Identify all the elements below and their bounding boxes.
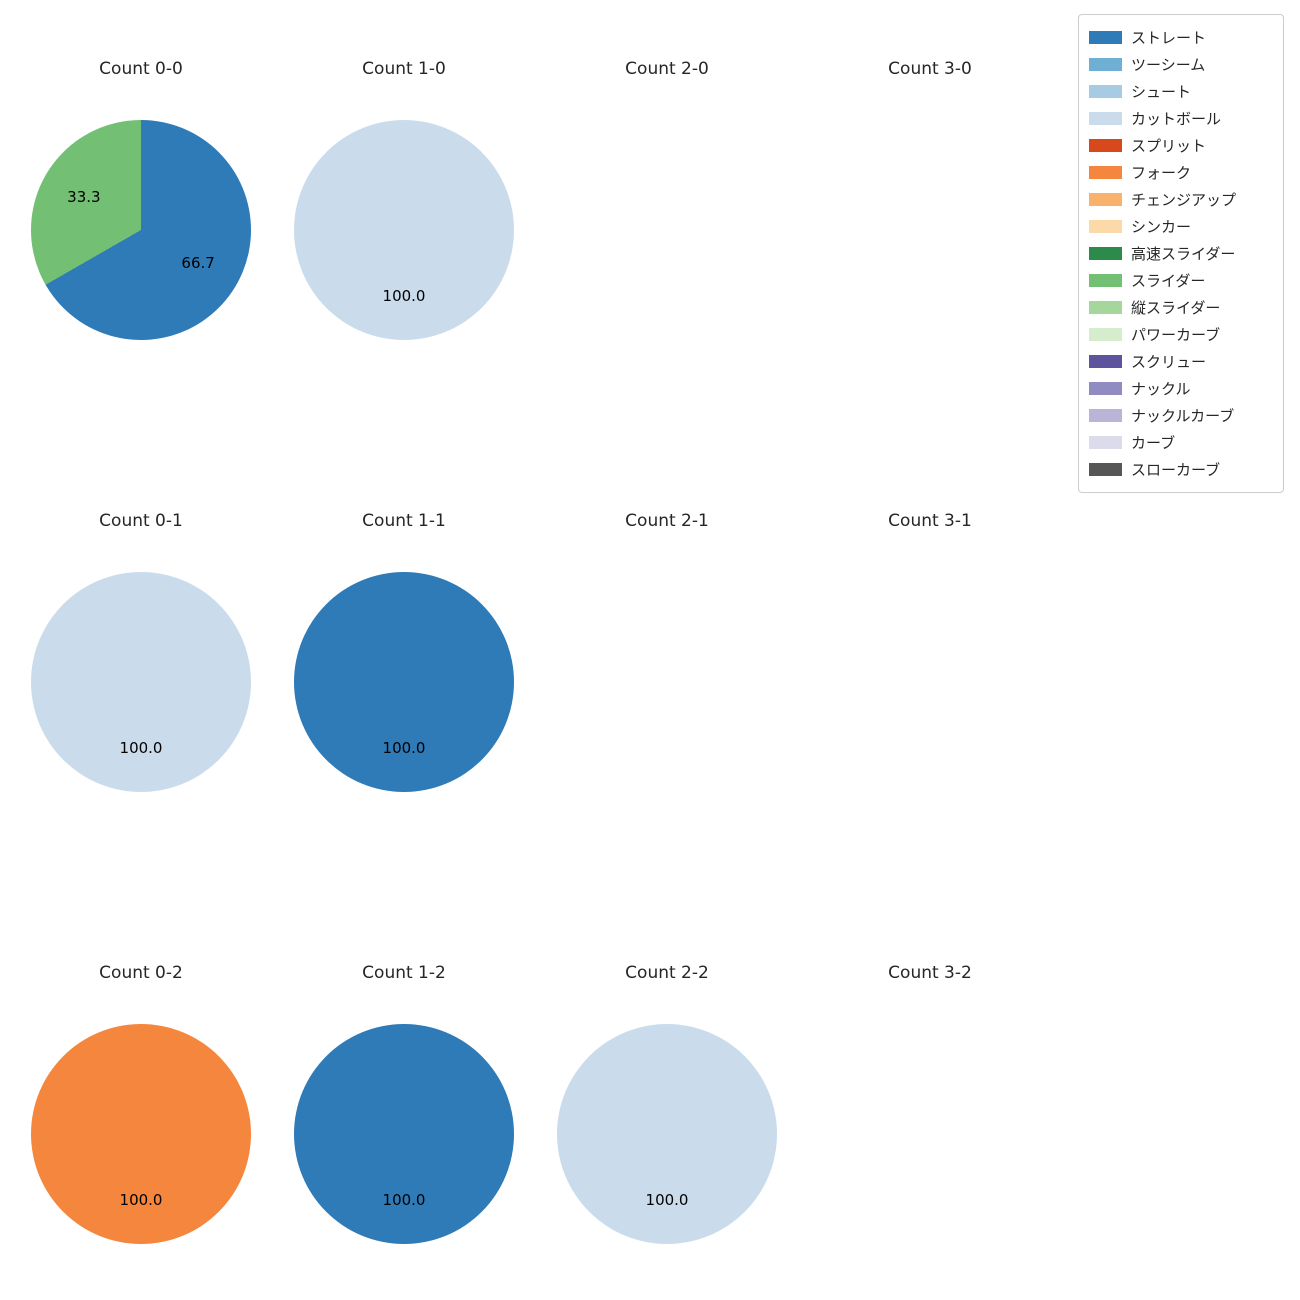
slice-value-label: 33.3	[67, 187, 101, 206]
chart-title: Count 0-0	[99, 59, 183, 79]
legend-color-swatch	[1089, 463, 1122, 476]
pie-cell-count-3-1: Count 3-1	[799, 507, 1061, 535]
slice-value-label: 100.0	[119, 739, 163, 757]
chart-title: Count 0-2	[99, 963, 183, 983]
pie-chart: 66.7 33.3	[31, 120, 251, 340]
legend-item: スライダー	[1089, 267, 1273, 294]
legend-item: チェンジアップ	[1089, 186, 1273, 213]
chart-title: Count 3-0	[888, 59, 972, 79]
pie-cell-count-2-1: Count 2-1	[536, 507, 798, 535]
chart-title: Count 1-1	[362, 511, 446, 531]
legend-item: シンカー	[1089, 213, 1273, 240]
legend-item: パワーカーブ	[1089, 321, 1273, 348]
legend-item: カットボール	[1089, 105, 1273, 132]
legend-label: カーブ	[1131, 434, 1176, 452]
legend-item: ツーシーム	[1089, 51, 1273, 78]
pie-chart: 100.0	[294, 572, 514, 792]
legend-item: ナックル	[1089, 375, 1273, 402]
legend-item: スクリュー	[1089, 348, 1273, 375]
legend-item: ストレート	[1089, 24, 1273, 51]
legend-color-swatch	[1089, 409, 1122, 422]
legend-color-swatch	[1089, 436, 1122, 449]
legend-color-swatch	[1089, 328, 1122, 341]
legend-item: カーブ	[1089, 429, 1273, 456]
pie-cell-count-3-0: Count 3-0	[799, 55, 1061, 83]
chart-title: Count 3-1	[888, 511, 972, 531]
legend-label: ナックルカーブ	[1131, 407, 1235, 425]
pie-cell-count-2-0: Count 2-0	[536, 55, 798, 83]
legend-color-swatch	[1089, 85, 1122, 98]
pie-chart: 100.0	[294, 1024, 514, 1244]
legend-label: スローカーブ	[1131, 461, 1221, 479]
chart-title: Count 0-1	[99, 511, 183, 531]
legend-label: ツーシーム	[1131, 56, 1206, 74]
legend-color-swatch	[1089, 382, 1122, 395]
pie-cell-count-1-1: Count 1-1 100.0	[273, 507, 535, 792]
legend-color-swatch	[1089, 220, 1122, 233]
slice-value-label: 100.0	[119, 1191, 163, 1209]
legend-item: ナックルカーブ	[1089, 402, 1273, 429]
legend-color-swatch	[1089, 193, 1122, 206]
pie-chart: 100.0	[557, 1024, 777, 1244]
legend-label: フォーク	[1131, 164, 1192, 182]
legend-label: スクリュー	[1131, 353, 1207, 371]
pie-cell-count-0-0: Count 0-0 66.7 33.3	[10, 55, 272, 340]
legend-item: 縦スライダー	[1089, 294, 1273, 321]
pie-cell-count-1-2: Count 1-2 100.0	[273, 959, 535, 1244]
legend-label: 高速スライダー	[1131, 245, 1236, 263]
pie-cell-count-0-1: Count 0-1 100.0	[10, 507, 272, 792]
pie-cell-count-0-2: Count 0-2 100.0	[10, 959, 272, 1244]
chart-title: Count 2-2	[625, 963, 709, 983]
legend-color-swatch	[1089, 247, 1122, 260]
legend-color-swatch	[1089, 355, 1122, 368]
legend-item: フォーク	[1089, 159, 1273, 186]
chart-title: Count 3-2	[888, 963, 972, 983]
legend-color-swatch	[1089, 139, 1122, 152]
pie-chart: 100.0	[294, 120, 514, 340]
legend-color-swatch	[1089, 31, 1122, 44]
chart-title: Count 1-0	[362, 59, 446, 79]
legend-label: シンカー	[1131, 218, 1192, 236]
chart-title: Count 2-1	[625, 511, 709, 531]
legend-label: スライダー	[1131, 272, 1206, 290]
legend-label: スプリット	[1131, 137, 1207, 155]
legend-color-swatch	[1089, 274, 1122, 287]
legend-label: チェンジアップ	[1131, 191, 1237, 209]
slice-value-label: 100.0	[382, 1191, 426, 1209]
chart-title: Count 2-0	[625, 59, 709, 79]
legend-color-swatch	[1089, 301, 1122, 314]
legend-item: スプリット	[1089, 132, 1273, 159]
pie-chart: 100.0	[31, 572, 251, 792]
legend-item: 高速スライダー	[1089, 240, 1273, 267]
slice-value-label: 100.0	[645, 1191, 689, 1209]
legend-item: シュート	[1089, 78, 1273, 105]
slice-value-label: 66.7	[181, 254, 215, 273]
pie-cell-count-3-2: Count 3-2	[799, 959, 1061, 987]
legend-label: ナックル	[1131, 380, 1191, 398]
legend-color-swatch	[1089, 58, 1122, 71]
legend-label: ストレート	[1131, 29, 1207, 47]
pie-cell-count-1-0: Count 1-0 100.0	[273, 55, 535, 340]
legend-color-swatch	[1089, 112, 1122, 125]
slice-value-label: 100.0	[382, 739, 426, 757]
legend-label: 縦スライダー	[1131, 299, 1221, 317]
legend-item: スローカーブ	[1089, 456, 1273, 483]
legend: ストレートツーシームシュートカットボール スプリットフォークチェンジアップ シンカー…	[1078, 14, 1284, 493]
legend-label: カットボール	[1131, 110, 1222, 128]
pie-chart: 100.0	[31, 1024, 251, 1244]
pie-cell-count-2-2: Count 2-2 100.0	[536, 959, 798, 1244]
legend-label: パワーカーブ	[1131, 326, 1221, 344]
slice-value-label: 100.0	[382, 287, 426, 305]
legend-color-swatch	[1089, 166, 1122, 179]
chart-title: Count 1-2	[362, 963, 446, 983]
legend-label: シュート	[1131, 83, 1192, 101]
